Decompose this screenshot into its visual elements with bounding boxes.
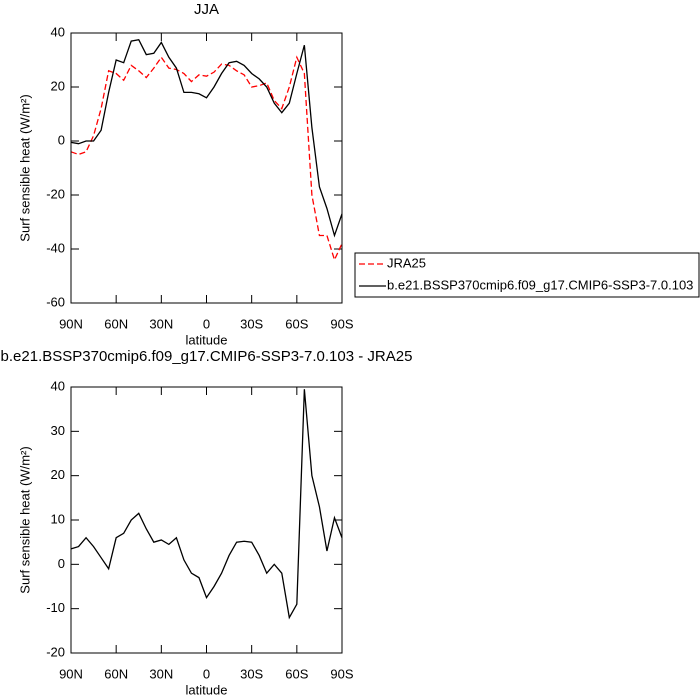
y-tick-label: -60: [46, 294, 65, 309]
legend-label: b.e21.BSSP370cmip6.f09_g17.CMIP6-SSP3-7.…: [387, 277, 693, 292]
x-tick-label: 0: [203, 316, 210, 331]
y-tick-label: 20: [51, 467, 65, 482]
plot-frame: [70, 386, 343, 654]
data-line: [70, 389, 343, 620]
y-tick-label: -10: [46, 600, 65, 615]
x-tick-label: 90S: [330, 316, 353, 331]
y-tick-label: 0: [58, 132, 65, 147]
x-tick-label: 60S: [285, 316, 308, 331]
plot-frame: [70, 32, 343, 304]
y-tick-label: -40: [46, 240, 65, 255]
x-axis-label: latitude: [186, 332, 228, 347]
y-tick-label: 10: [51, 511, 65, 526]
y-axis-label: Surf sensible heat (W/m²): [17, 446, 32, 593]
y-tick-label: 40: [51, 24, 65, 39]
x-tick-label: 0: [203, 666, 210, 681]
y-tick-label: 40: [51, 378, 65, 393]
y-tick-label: 30: [51, 423, 65, 438]
x-tick-label: 30S: [240, 666, 263, 681]
x-tick-label: 90N: [59, 666, 83, 681]
y-tick-label: 0: [58, 556, 65, 571]
x-axis-label: latitude: [186, 682, 228, 697]
x-tick-label: 60N: [104, 666, 128, 681]
y-axis-label: Surf sensible heat (W/m²): [17, 94, 32, 241]
y-tick-label: 20: [51, 78, 65, 93]
y-tick-label: -20: [46, 644, 65, 659]
x-tick-label: 30S: [240, 316, 263, 331]
y-tick-label: -20: [46, 186, 65, 201]
x-tick-label: 30N: [149, 666, 173, 681]
x-tick-label: 60N: [104, 316, 128, 331]
chart-title: b.e21.BSSP370cmip6.f09_g17.CMIP6-SSP3-7.…: [1, 348, 413, 365]
x-tick-label: 90N: [59, 316, 83, 331]
chart-title: JJA: [194, 1, 219, 18]
data-line: [70, 39, 343, 238]
legend-label: JRA25: [387, 255, 426, 270]
legend-box: [354, 252, 700, 298]
x-tick-label: 90S: [330, 666, 353, 681]
x-tick-label: 60S: [285, 666, 308, 681]
data-line: [70, 55, 343, 262]
x-tick-label: 30N: [149, 316, 173, 331]
